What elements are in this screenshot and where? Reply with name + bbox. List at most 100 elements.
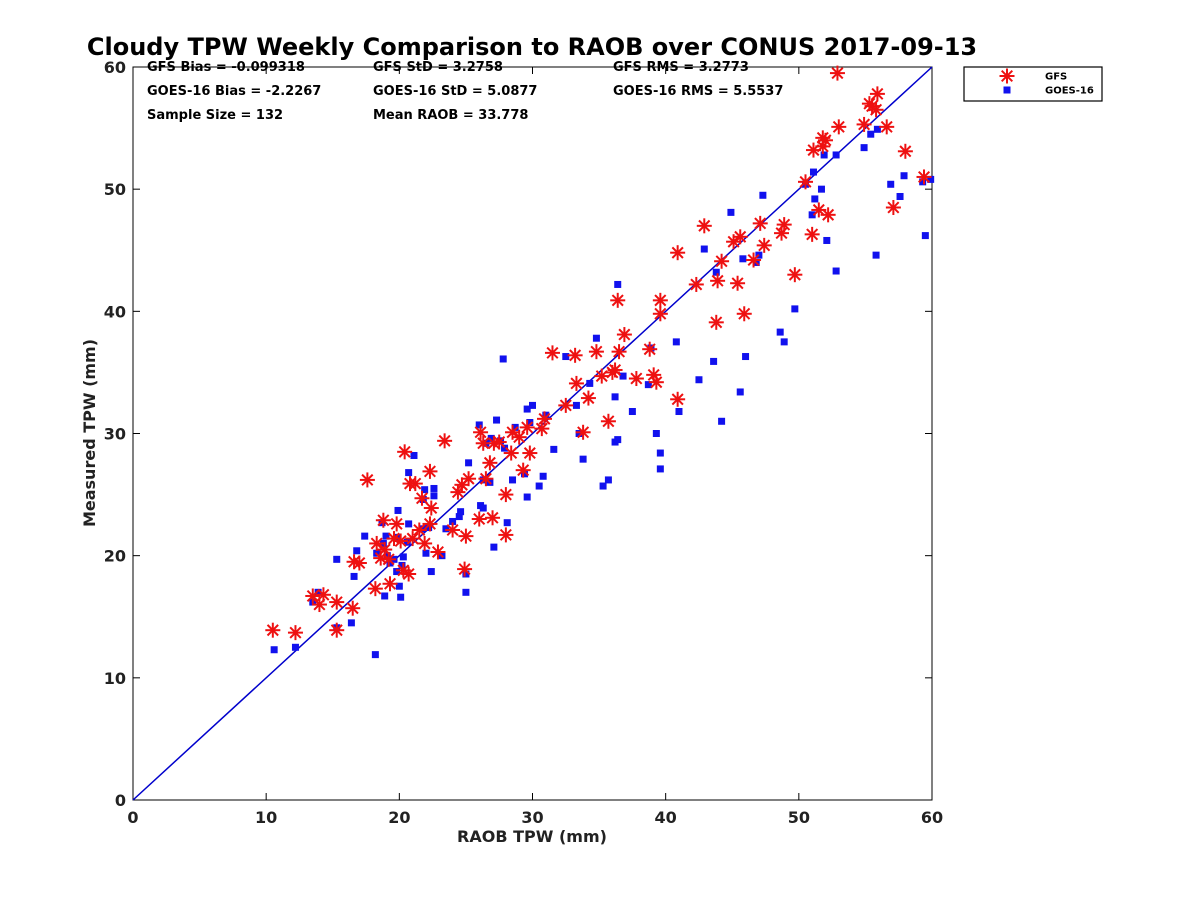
goes-16-point — [599, 482, 607, 490]
goes-16-point — [712, 268, 720, 276]
goes-16-point — [832, 267, 840, 275]
goes-16-point — [511, 423, 519, 431]
gfs-point — [475, 435, 491, 451]
goes-16-point — [361, 532, 369, 540]
gfs-point — [610, 292, 626, 308]
gfs-point — [607, 362, 623, 378]
stats-annotations: GFS Bias = -0.099318 GFS StD = 3.2758 GFS … — [147, 60, 783, 123]
goes-16-point — [550, 445, 558, 453]
series-goes-16 — [270, 125, 935, 659]
goes-16-point — [398, 561, 406, 569]
gfs-point — [503, 445, 519, 461]
goes-16-point — [501, 444, 509, 452]
gfs-point — [815, 138, 831, 154]
gfs-point — [329, 594, 345, 610]
goes-16-point — [425, 524, 433, 532]
goes-16-point — [462, 570, 470, 578]
gfs-point — [305, 588, 321, 604]
x-tick-label: 60 — [921, 808, 943, 827]
gfs-point — [519, 419, 535, 435]
goes-16-point — [579, 455, 587, 463]
gfs-point — [628, 371, 644, 387]
goes-16-point — [465, 459, 473, 467]
goes-16-point — [791, 305, 799, 313]
gfs-point — [879, 119, 895, 135]
goes-16-point — [614, 280, 622, 288]
goes-16-point — [832, 151, 840, 159]
goes-16-point — [475, 421, 483, 429]
goes-16-point — [535, 482, 543, 490]
y-tick-label: 0 — [115, 791, 126, 810]
gfs-point — [417, 535, 433, 551]
gfs-point — [787, 267, 803, 283]
goes-16-point — [811, 195, 819, 203]
goes-16-point — [900, 172, 908, 180]
goes-16-point — [586, 379, 594, 387]
stat-goes-bias: GOES-16 Bias = -2.2267 — [147, 84, 321, 99]
goes-16-point — [479, 504, 487, 512]
gfs-point — [381, 551, 397, 567]
gfs-point — [642, 341, 658, 357]
gfs-point — [471, 511, 487, 527]
gfs-point — [359, 472, 375, 488]
gfs-point — [732, 229, 748, 245]
gfs-point — [534, 421, 550, 437]
gfs-point — [670, 245, 686, 261]
goes-16-point — [619, 372, 627, 380]
y-tick-label: 20 — [104, 547, 126, 566]
goes-16-point — [614, 436, 622, 444]
goes-16-point — [397, 593, 405, 601]
goes-16-point — [700, 245, 708, 253]
gfs-point — [567, 347, 583, 363]
goes-16-point — [430, 492, 438, 500]
goes-16-point — [644, 381, 652, 389]
y-axis-label: Measured TPW (mm) — [80, 339, 99, 527]
gfs-point — [558, 397, 574, 413]
goes-16-point — [479, 476, 487, 484]
goes-16-point — [919, 178, 927, 186]
gfs-point — [611, 344, 627, 360]
goes-16-point — [817, 185, 825, 193]
gfs-point — [897, 143, 913, 159]
goes-16-point — [592, 334, 600, 342]
goes-16-point — [562, 353, 570, 361]
goes-16-point — [418, 525, 426, 533]
series-gfs — [265, 65, 932, 641]
goes-16-point — [896, 192, 904, 200]
gfs-point — [458, 528, 474, 544]
goes-16-point — [820, 151, 828, 159]
gfs-point — [393, 533, 409, 549]
x-tick-label: 20 — [388, 808, 410, 827]
stat-mean-raob: Mean RAOB = 33.778 — [373, 108, 528, 123]
x-tick-label: 30 — [521, 808, 543, 827]
gfs-point — [414, 490, 430, 506]
gfs-point — [756, 237, 772, 253]
goes-16-point — [808, 211, 816, 219]
gfs-point — [746, 252, 762, 268]
stat-goes-std: GOES-16 StD = 5.0877 — [373, 84, 537, 99]
goes-16-point — [809, 168, 817, 176]
gfs-point — [265, 622, 281, 638]
gfs-point — [648, 374, 664, 390]
stat-sample-size: Sample Size = 132 — [147, 108, 283, 123]
gfs-point — [445, 522, 461, 538]
gfs-point — [594, 368, 610, 384]
goes-16-point — [405, 520, 413, 528]
gfs-point — [730, 275, 746, 291]
goes-16-point — [347, 619, 355, 627]
gfs-point — [498, 487, 514, 503]
goes-16-point — [710, 357, 718, 365]
gfs-point — [652, 292, 668, 308]
one-to-one-line — [132, 66, 933, 801]
goes-16-point — [742, 353, 750, 361]
goes-16-point — [455, 513, 463, 521]
gfs-point — [776, 217, 792, 233]
goes-16-point — [529, 401, 536, 409]
gfs-point — [811, 202, 827, 218]
goes-16-point — [823, 236, 831, 244]
goes-16-point — [718, 417, 726, 425]
gfs-point — [498, 527, 514, 543]
goes-16-point — [353, 547, 361, 555]
goes-16-point — [270, 646, 278, 654]
gfs-point — [382, 576, 398, 592]
